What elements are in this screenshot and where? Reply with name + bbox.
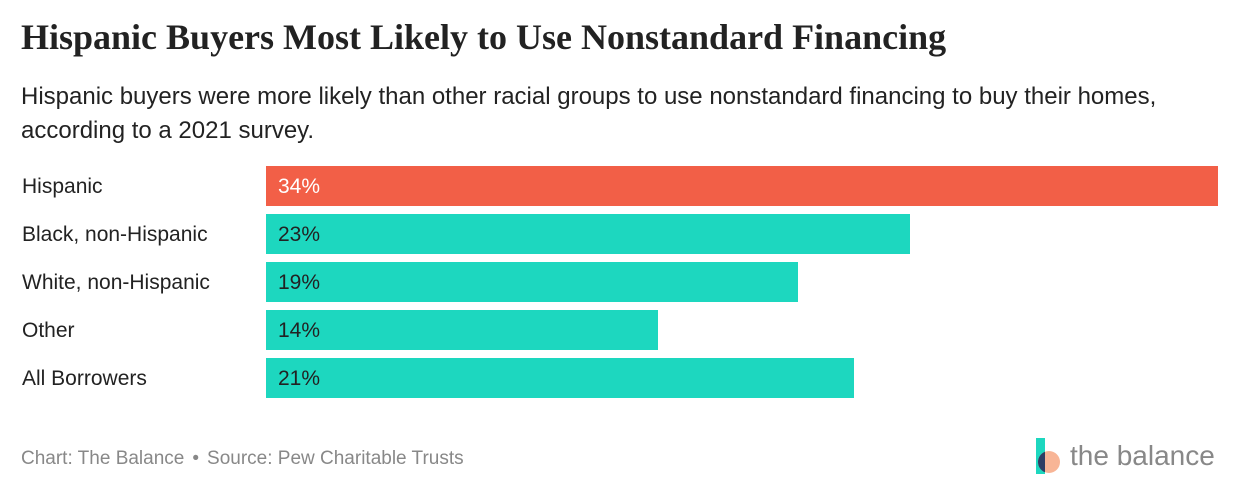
category-label: Hispanic — [22, 175, 103, 198]
category-label: Black, non-Hispanic — [22, 223, 208, 246]
bar — [266, 358, 854, 398]
chart-footer: Chart: The Balance • Source: Pew Charitabl… — [21, 446, 464, 472]
data-label: 23% — [278, 223, 320, 246]
footer-separator: • — [192, 448, 200, 469]
data-label: 34% — [278, 175, 320, 198]
data-label: 21% — [278, 367, 320, 390]
bar-chart: Hispanic 34% Black, non-Hispanic 23% White, … — [22, 166, 1218, 398]
category-label: All Borrowers — [22, 367, 147, 390]
chart-title: Hispanic Buyers Most Likely to Use Nonst… — [21, 17, 947, 57]
bar — [266, 310, 658, 350]
chart-credit: Chart: The Balance — [21, 448, 185, 469]
category-label: White, non-Hispanic — [22, 271, 210, 294]
bar — [266, 166, 1218, 206]
data-label: 19% — [278, 271, 320, 294]
brand-name: the balance — [1070, 440, 1215, 471]
chart-subtitle: Hispanic buyers were more likely than ot… — [21, 83, 1157, 144]
category-label: Other — [22, 319, 75, 342]
bar — [266, 214, 910, 254]
data-label: 14% — [278, 319, 320, 342]
the-balance-logo-icon — [1036, 438, 1060, 474]
brand-logo: the balance — [1036, 438, 1215, 474]
bar — [266, 262, 798, 302]
source-credit: Source: Pew Charitable Trusts — [207, 448, 464, 469]
